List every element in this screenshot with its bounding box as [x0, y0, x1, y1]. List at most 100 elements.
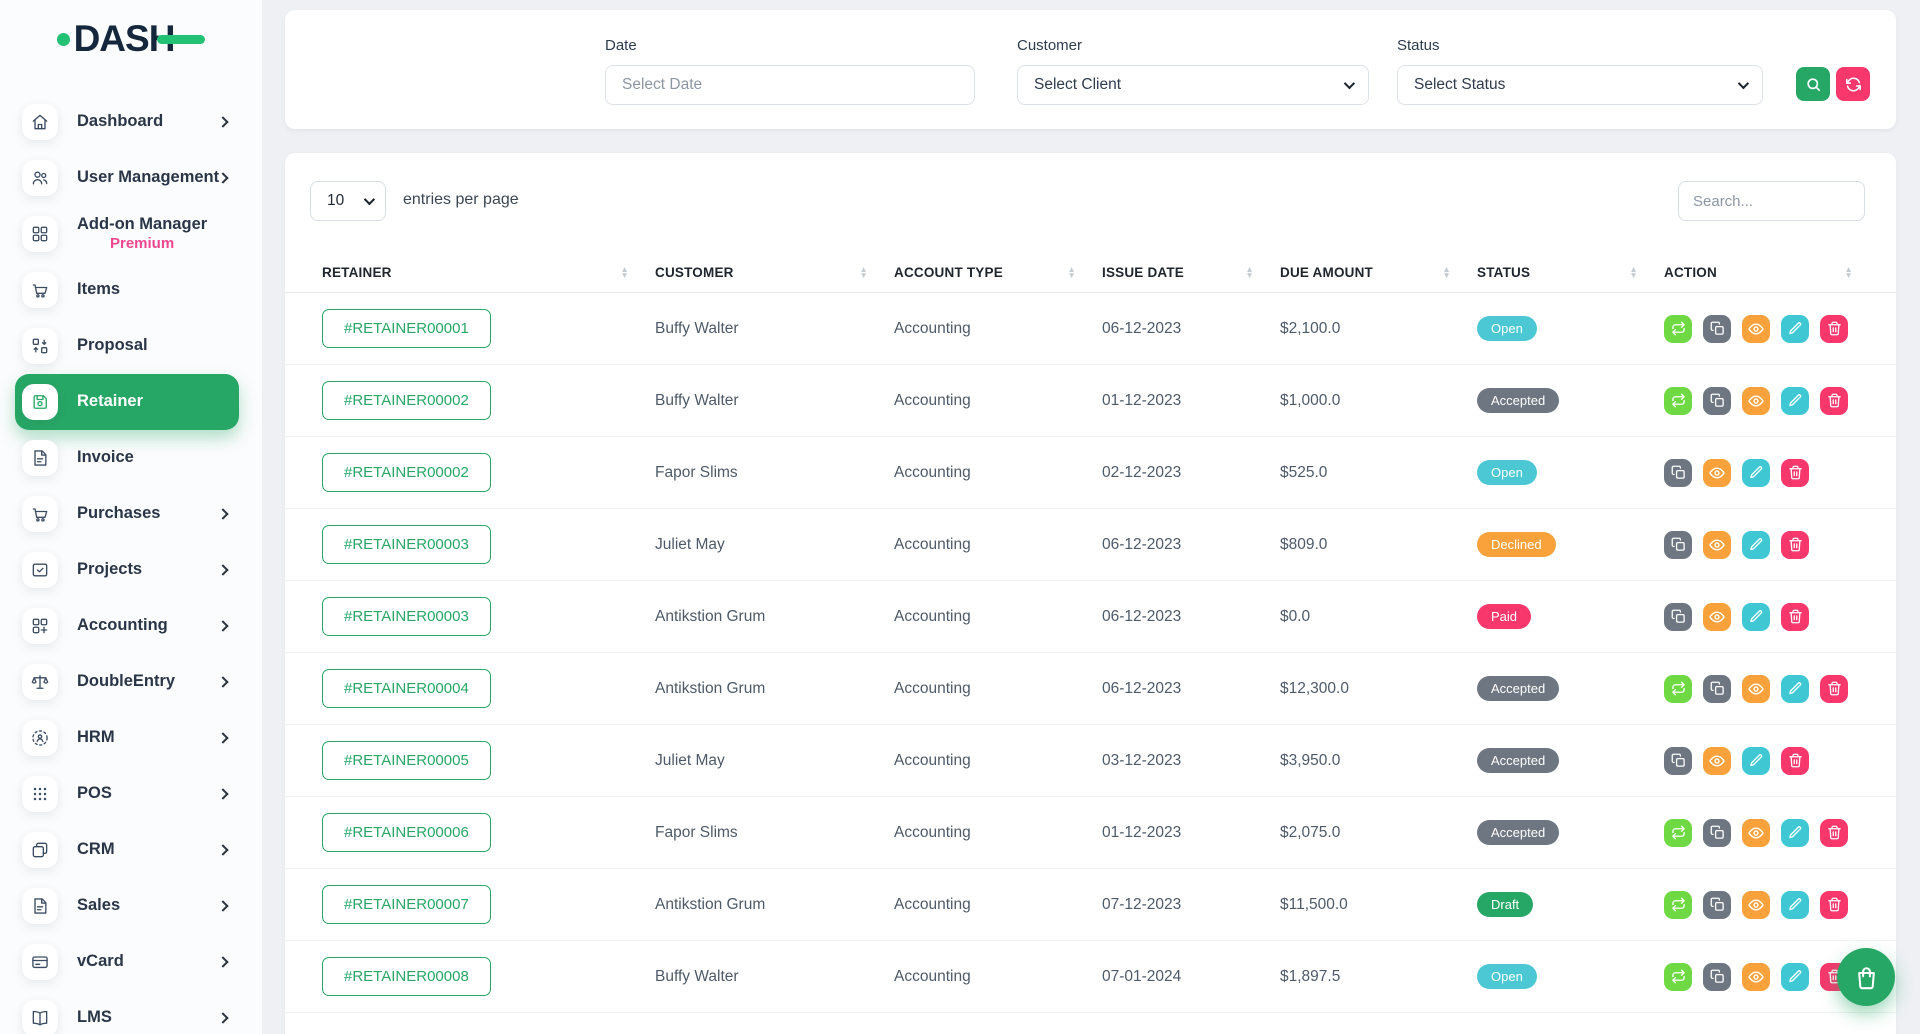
retainer-number-link[interactable]: #RETAINER00002: [322, 453, 491, 492]
view-button[interactable]: [1742, 314, 1770, 343]
delete-button[interactable]: [1820, 674, 1848, 703]
duplicate-button[interactable]: [1664, 530, 1692, 559]
duplicate-button[interactable]: [1703, 314, 1731, 343]
duplicate-button[interactable]: [1664, 746, 1692, 775]
view-button[interactable]: [1742, 386, 1770, 415]
view-button[interactable]: [1703, 458, 1731, 487]
pencil-icon: [1749, 465, 1764, 480]
sort-icon[interactable]: ▲ ▼: [620, 264, 629, 280]
delete-button[interactable]: [1781, 746, 1809, 775]
delete-button[interactable]: [1820, 890, 1848, 919]
column-header-account-type[interactable]: ACCOUNT TYPE ▲ ▼: [894, 264, 1076, 280]
column-header-retainer[interactable]: RETAINER ▲ ▼: [322, 264, 629, 280]
retainer-number-link[interactable]: #RETAINER00007: [322, 885, 491, 924]
convert-button[interactable]: [1664, 674, 1692, 703]
duplicate-button[interactable]: [1703, 386, 1731, 415]
sort-icon[interactable]: ▲ ▼: [859, 264, 868, 280]
delete-button[interactable]: [1781, 458, 1809, 487]
convert-button[interactable]: [1664, 962, 1692, 991]
status-badge: Open: [1477, 316, 1537, 341]
column-header-action[interactable]: ACTION ▲ ▼: [1664, 264, 1853, 280]
edit-button[interactable]: [1781, 890, 1809, 919]
edit-button[interactable]: [1781, 962, 1809, 991]
view-button[interactable]: [1742, 674, 1770, 703]
sidebar-item-vcard[interactable]: vCard: [15, 934, 239, 990]
refresh-button[interactable]: [1836, 67, 1870, 101]
sort-icon[interactable]: ▲ ▼: [1067, 264, 1076, 280]
view-button[interactable]: [1703, 530, 1731, 559]
edit-button[interactable]: [1742, 746, 1770, 775]
sidebar-item-purchases[interactable]: Purchases: [15, 486, 239, 542]
edit-button[interactable]: [1742, 530, 1770, 559]
duplicate-button[interactable]: [1703, 962, 1731, 991]
duplicate-button[interactable]: [1664, 458, 1692, 487]
duplicate-button[interactable]: [1664, 602, 1692, 631]
sidebar-item-items[interactable]: Items: [15, 262, 239, 318]
sidebar-item-projects[interactable]: Projects: [15, 542, 239, 598]
sidebar-item-add-on-manager[interactable]: Add-on Manager Premium: [15, 206, 239, 262]
retainer-number-link[interactable]: #RETAINER00008: [322, 957, 491, 996]
sidebar-item-label: User Management: [77, 168, 220, 187]
date-filter-input[interactable]: Select Date: [605, 65, 975, 105]
retainer-number-link[interactable]: #RETAINER00005: [322, 741, 491, 780]
delete-button[interactable]: [1820, 386, 1848, 415]
retainer-number-link[interactable]: #RETAINER00003: [322, 597, 491, 636]
edit-button[interactable]: [1781, 818, 1809, 847]
retainer-number-link[interactable]: #RETAINER00006: [322, 813, 491, 852]
edit-button[interactable]: [1742, 458, 1770, 487]
retainer-number-link[interactable]: #RETAINER00002: [322, 381, 491, 420]
sidebar-item-crm[interactable]: CRM: [15, 822, 239, 878]
edit-button[interactable]: [1781, 674, 1809, 703]
view-button[interactable]: [1742, 890, 1770, 919]
sort-icon[interactable]: ▲ ▼: [1629, 264, 1638, 280]
customer-cell: Fapor Slims: [655, 463, 738, 481]
delete-button[interactable]: [1820, 818, 1848, 847]
sidebar-item-invoice[interactable]: Invoice: [15, 430, 239, 486]
search-button[interactable]: [1796, 67, 1830, 101]
column-header-customer[interactable]: CUSTOMER ▲ ▼: [655, 264, 868, 280]
sidebar-item-accounting[interactable]: Accounting: [15, 598, 239, 654]
entries-per-page-select[interactable]: 10: [310, 181, 386, 221]
retainer-number-link[interactable]: #RETAINER00004: [322, 669, 491, 708]
convert-button[interactable]: [1664, 890, 1692, 919]
sort-icon[interactable]: ▲ ▼: [1844, 264, 1853, 280]
edit-button[interactable]: [1781, 386, 1809, 415]
edit-button[interactable]: [1781, 314, 1809, 343]
sidebar-item-retainer[interactable]: Retainer: [15, 374, 239, 430]
status-filter-select[interactable]: Select Status: [1397, 65, 1763, 105]
sort-icon[interactable]: ▲ ▼: [1245, 264, 1254, 280]
convert-button[interactable]: [1664, 818, 1692, 847]
edit-button[interactable]: [1742, 602, 1770, 631]
sidebar-item-hrm[interactable]: HRM: [15, 710, 239, 766]
column-header-issue-date[interactable]: ISSUE DATE ▲ ▼: [1102, 264, 1254, 280]
brand-logo[interactable]: DASH: [0, 0, 262, 78]
view-button[interactable]: [1742, 962, 1770, 991]
sidebar-item-user-management[interactable]: User Management: [15, 150, 239, 206]
issue-date-cell: 01-12-2023: [1102, 391, 1182, 409]
view-button[interactable]: [1742, 818, 1770, 847]
retainer-number-link[interactable]: #RETAINER00001: [322, 309, 491, 348]
view-button[interactable]: [1703, 746, 1731, 775]
delete-button[interactable]: [1820, 314, 1848, 343]
delete-button[interactable]: [1781, 530, 1809, 559]
view-button[interactable]: [1703, 602, 1731, 631]
sidebar-item-doubleentry[interactable]: DoubleEntry: [15, 654, 239, 710]
column-header-status[interactable]: STATUS ▲ ▼: [1477, 264, 1638, 280]
duplicate-button[interactable]: [1703, 674, 1731, 703]
sidebar-item-sales[interactable]: Sales: [15, 878, 239, 934]
duplicate-button[interactable]: [1703, 818, 1731, 847]
table-search-input[interactable]: [1678, 181, 1865, 221]
retainer-number-link[interactable]: #RETAINER00003: [322, 525, 491, 564]
column-header-due-amount[interactable]: DUE AMOUNT ▲ ▼: [1280, 264, 1451, 280]
convert-button[interactable]: [1664, 386, 1692, 415]
duplicate-button[interactable]: [1703, 890, 1731, 919]
convert-button[interactable]: [1664, 314, 1692, 343]
sidebar-item-lms[interactable]: LMS: [15, 990, 239, 1034]
sort-icon[interactable]: ▲ ▼: [1442, 264, 1451, 280]
cart-fab-button[interactable]: [1837, 948, 1895, 1006]
sidebar-item-pos[interactable]: POS: [15, 766, 239, 822]
customer-filter-select[interactable]: Select Client: [1017, 65, 1369, 105]
sidebar-item-proposal[interactable]: Proposal: [15, 318, 239, 374]
sidebar-item-dashboard[interactable]: Dashboard: [15, 94, 239, 150]
delete-button[interactable]: [1781, 602, 1809, 631]
